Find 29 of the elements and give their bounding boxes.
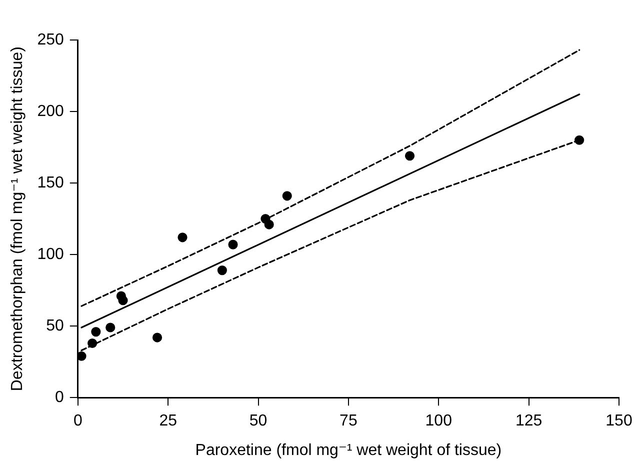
y-tick-label: 50 xyxy=(46,317,64,334)
y-axis-title: Dextromethorphan (fmol mg⁻¹ wet weight tissue) xyxy=(9,46,26,392)
y-tick-label: 100 xyxy=(37,246,64,263)
y-tick-label: 250 xyxy=(37,31,64,48)
point xyxy=(404,151,415,161)
x-tick-label: 25 xyxy=(159,412,178,430)
point xyxy=(118,296,128,306)
x-axis-title: Paroxetine (fmol mg⁻¹ wet weight of tissue) xyxy=(195,442,502,459)
point xyxy=(91,327,101,337)
y-tick-label: 150 xyxy=(37,174,64,192)
x-tick-label: 150 xyxy=(606,412,632,430)
point xyxy=(88,338,98,348)
point xyxy=(78,351,86,361)
x-tick-label: 75 xyxy=(340,412,358,430)
x-tick-label: 0 xyxy=(73,412,82,430)
y-tick-label: 200 xyxy=(37,102,64,120)
x-tick-label: 125 xyxy=(515,412,542,430)
point xyxy=(574,135,584,145)
line-series xyxy=(80,49,580,307)
point xyxy=(264,220,274,230)
point xyxy=(178,232,188,242)
point xyxy=(217,265,227,276)
point xyxy=(152,332,162,342)
point xyxy=(106,322,116,332)
x-tick-label: 50 xyxy=(249,412,268,430)
x-tick-label: 100 xyxy=(425,412,452,430)
y-tick-label: 0 xyxy=(54,389,64,406)
point xyxy=(228,240,238,250)
point xyxy=(282,191,292,201)
